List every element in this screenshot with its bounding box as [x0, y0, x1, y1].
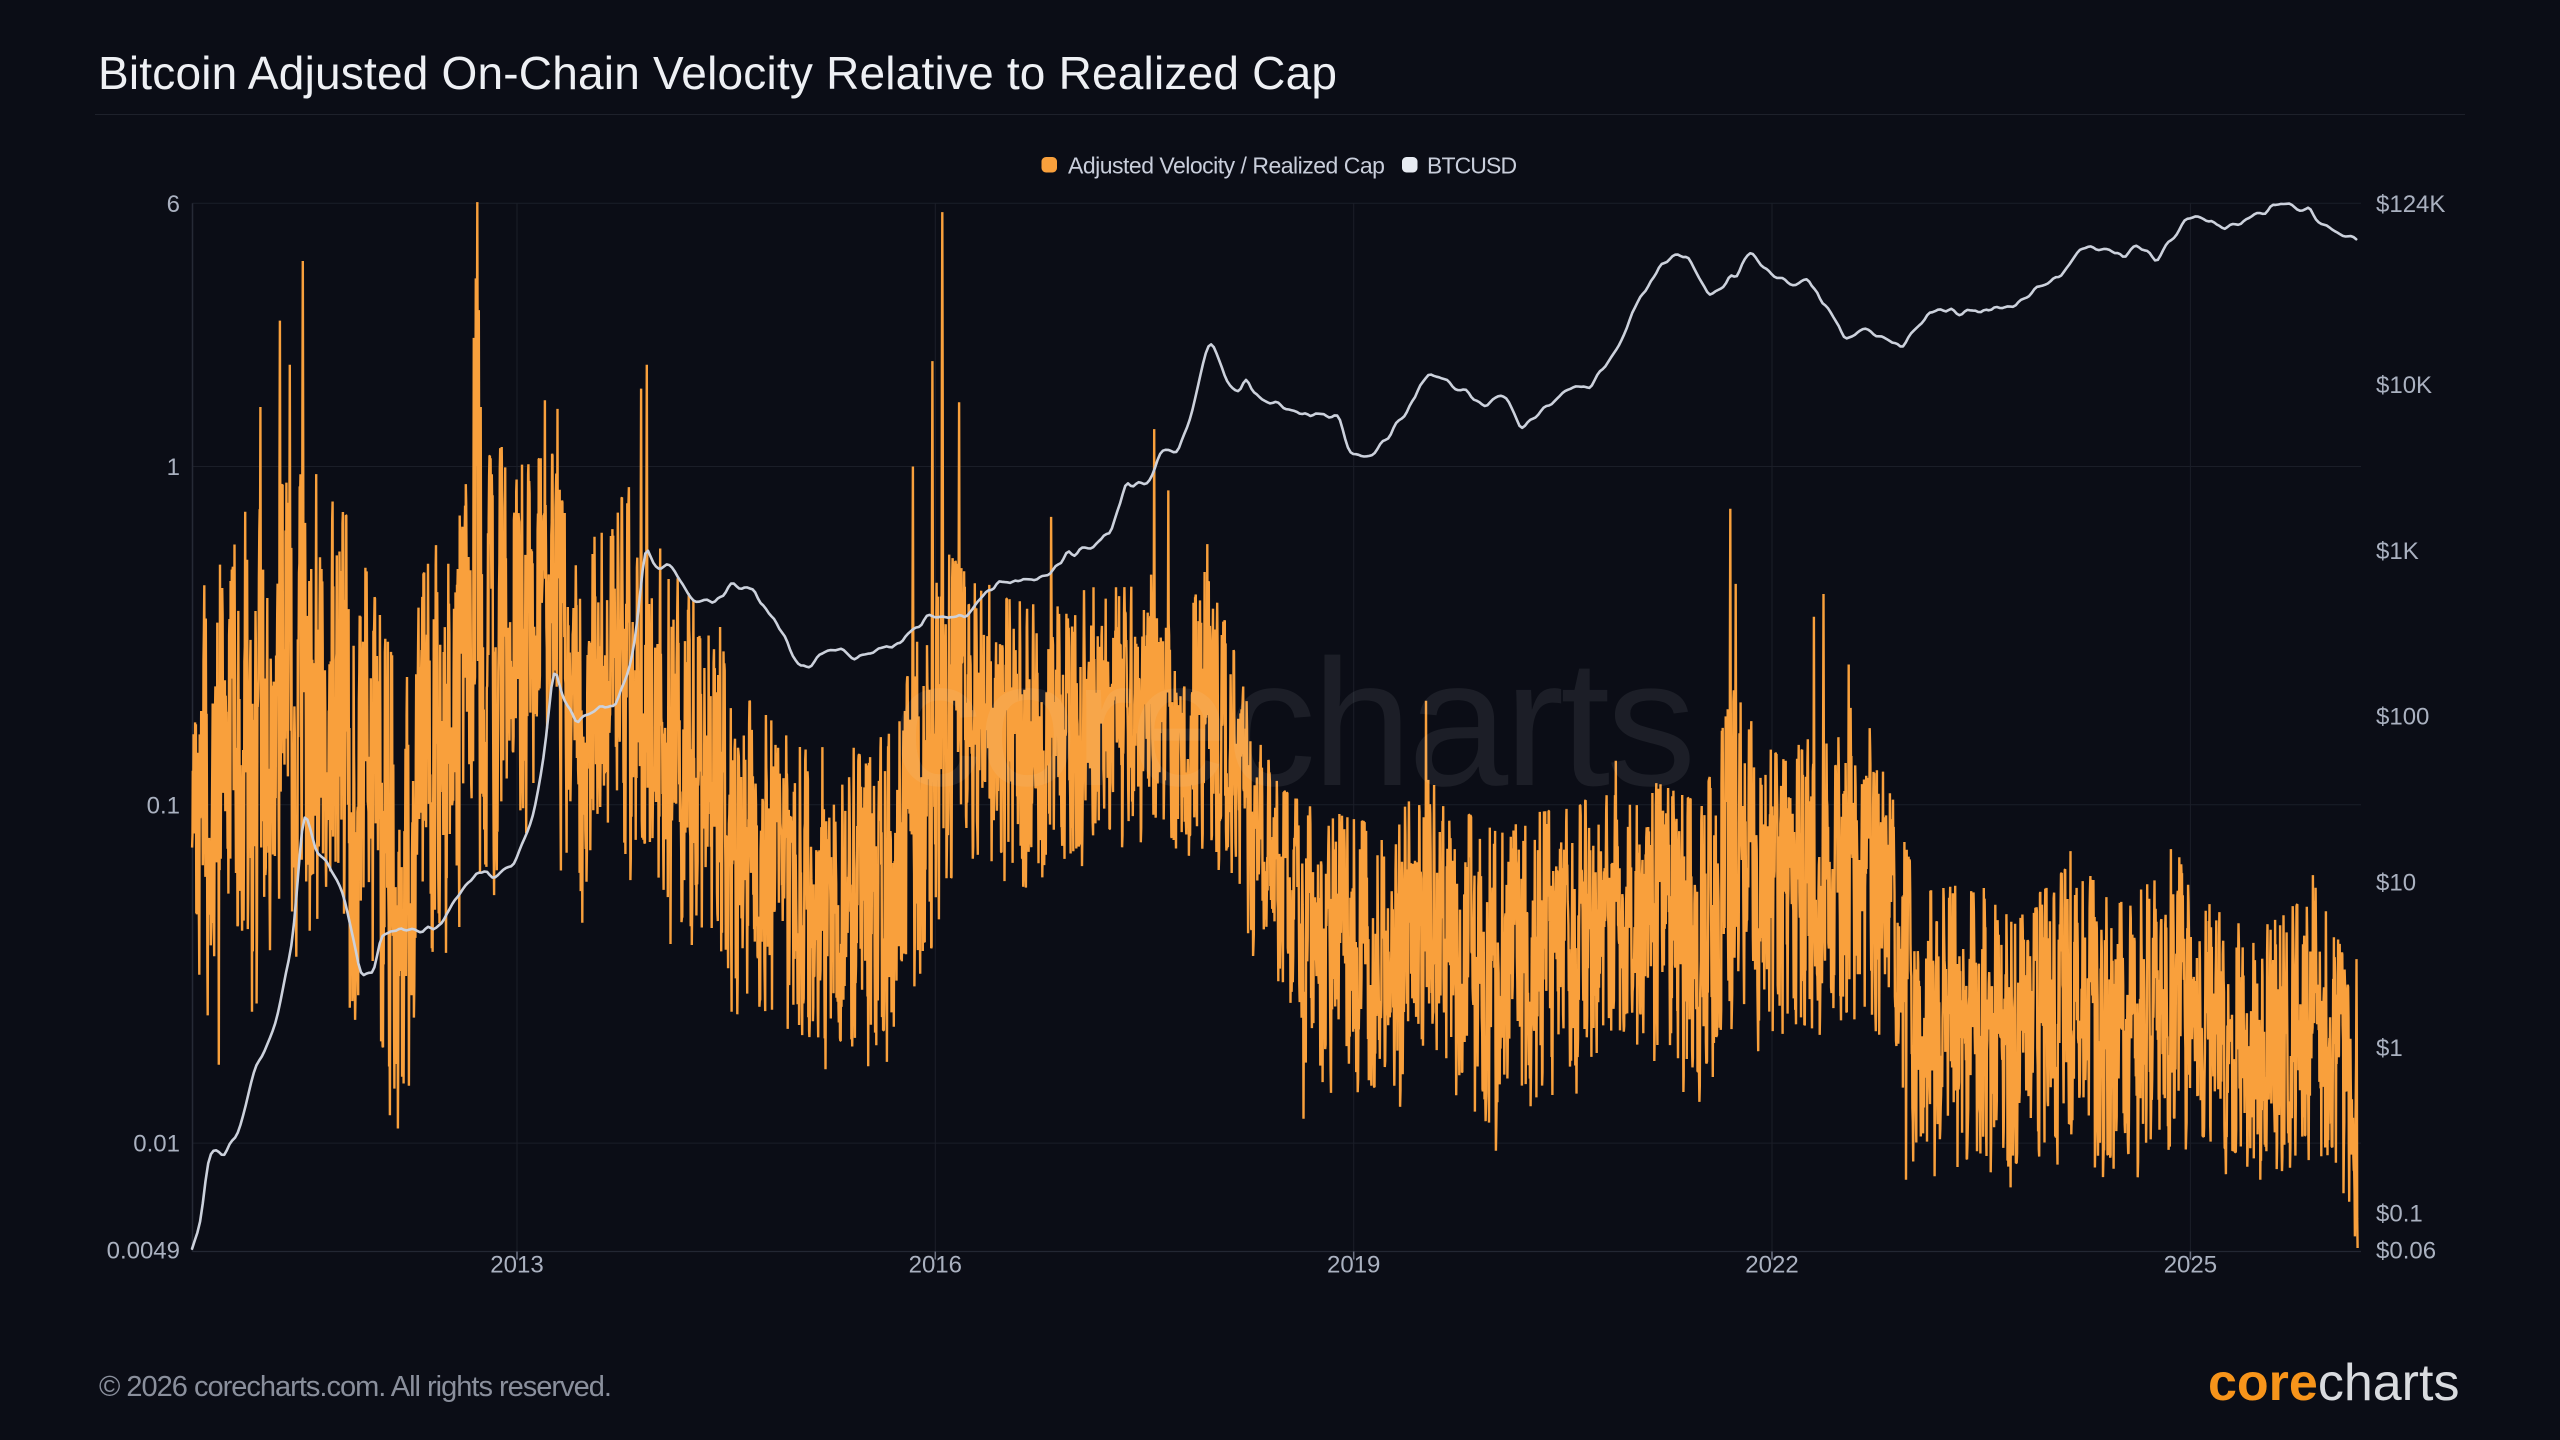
svg-text:BTCUSD: BTCUSD [1427, 153, 1516, 179]
svg-text:$0.1: $0.1 [2376, 1201, 2423, 1228]
svg-text:2019: 2019 [1327, 1252, 1380, 1279]
svg-text:2025: 2025 [2164, 1252, 2217, 1279]
svg-text:$0.06: $0.06 [2376, 1238, 2436, 1265]
svg-text:$1K: $1K [2376, 538, 2419, 565]
svg-text:0.1: 0.1 [147, 792, 180, 819]
svg-text:$10: $10 [2376, 869, 2416, 896]
svg-text:corecharts: corecharts [2208, 1354, 2459, 1412]
svg-text:Bitcoin Adjusted On-Chain Velo: Bitcoin Adjusted On-Chain Velocity Relat… [98, 47, 1337, 99]
svg-text:$124K: $124K [2376, 191, 2445, 218]
svg-text:0.01: 0.01 [133, 1131, 180, 1158]
svg-text:2022: 2022 [1745, 1252, 1798, 1279]
svg-text:0.0049: 0.0049 [107, 1238, 180, 1265]
svg-text:corecharts: corecharts [892, 623, 1692, 824]
svg-text:$1: $1 [2376, 1035, 2403, 1062]
svg-text:2016: 2016 [909, 1252, 962, 1279]
svg-text:$100: $100 [2376, 704, 2429, 731]
svg-text:Adjusted Velocity / Realized C: Adjusted Velocity / Realized Cap [1068, 153, 1384, 179]
svg-text:6: 6 [167, 191, 180, 218]
svg-text:© 2026 corecharts.com. All rig: © 2026 corecharts.com. All rights reserv… [99, 1371, 611, 1403]
svg-text:2013: 2013 [490, 1252, 543, 1279]
svg-text:1: 1 [167, 454, 180, 481]
svg-text:$10K: $10K [2376, 372, 2432, 399]
